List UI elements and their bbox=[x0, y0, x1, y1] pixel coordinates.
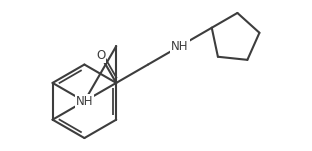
Text: NH: NH bbox=[76, 95, 93, 108]
Text: O: O bbox=[80, 95, 89, 108]
Text: O: O bbox=[96, 49, 105, 62]
Text: NH: NH bbox=[171, 40, 189, 53]
